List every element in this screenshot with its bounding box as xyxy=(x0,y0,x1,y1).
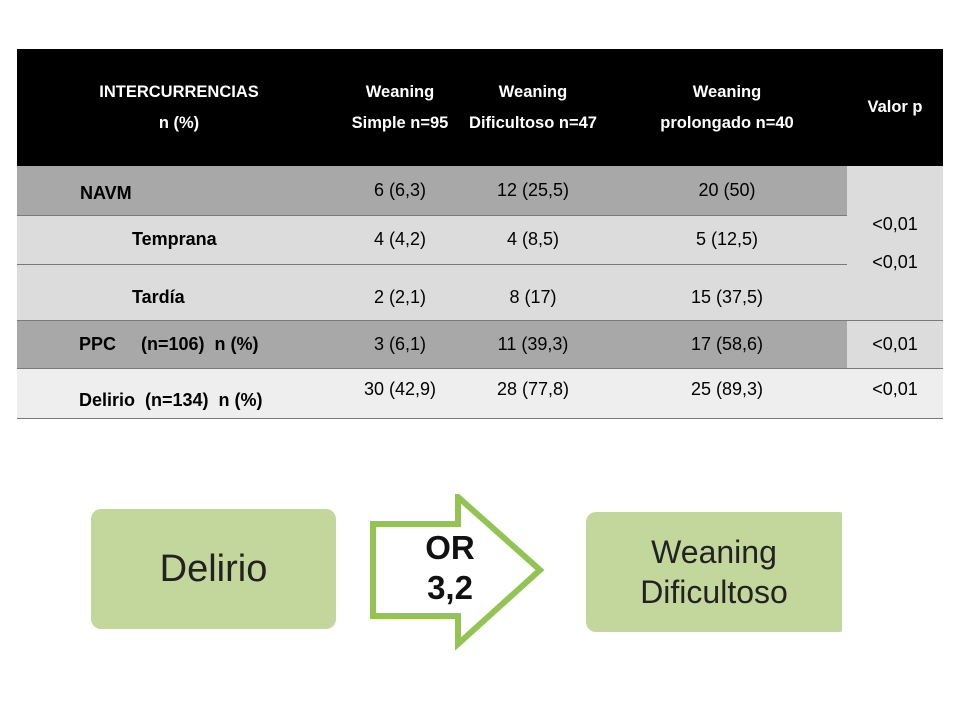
right-arrow-icon xyxy=(370,494,545,651)
row-label: Tardía xyxy=(17,264,341,321)
delirio-box: Delirio xyxy=(91,509,336,629)
header-weaning-dificultoso: Weaning Dificultoso n=47 xyxy=(459,49,607,166)
row-label: PPC (n=106) n (%) xyxy=(17,320,341,369)
row-label: NAVM xyxy=(17,166,341,216)
cell-prolongado: 15 (37,5) xyxy=(607,264,847,321)
weaning-dificultoso-box: Weaning Dificultoso xyxy=(586,512,842,632)
cell-prolongado: 5 (12,5) xyxy=(607,215,847,265)
cell-prolongado: 20 (50) xyxy=(607,166,847,216)
table-row-temprana: Temprana 4 (4,2) 4 (8,5) 5 (12,5) xyxy=(17,215,943,265)
header-valor-p: Valor p xyxy=(847,49,943,166)
header-weaning-prolongado: Weaning prolongado n=40 xyxy=(607,49,847,166)
row-label: Delirio (n=134) n (%) xyxy=(17,368,341,419)
cell-prolongado: 17 (58,6) xyxy=(607,320,847,369)
cell-dificultoso: 28 (77,8) xyxy=(459,368,607,419)
table-header-row: INTERCURRENCIAS n (%) Weaning Simple n=9… xyxy=(17,49,943,166)
cell-simple: 3 (6,1) xyxy=(341,320,459,369)
cell-dificultoso: 8 (17) xyxy=(459,264,607,321)
table-row-navm: NAVM 6 (6,3) 12 (25,5) 20 (50) <0,01 <0,… xyxy=(17,166,943,321)
cell-simple: 4 (4,2) xyxy=(341,215,459,265)
cell-simple: 30 (42,9) xyxy=(341,368,459,419)
row-label: Temprana xyxy=(17,215,341,265)
intercurrencias-table: INTERCURRENCIAS n (%) Weaning Simple n=9… xyxy=(17,49,943,419)
cell-simple: 6 (6,3) xyxy=(341,166,459,216)
cell-valor-p-merged: <0,01 <0,01 xyxy=(847,166,943,321)
header-weaning-simple: Weaning Simple n=95 xyxy=(341,49,459,166)
cell-valor-p: <0,01 xyxy=(847,368,943,419)
cell-valor-p: <0,01 xyxy=(847,320,943,369)
cell-dificultoso: 11 (39,3) xyxy=(459,320,607,369)
cell-simple: 2 (2,1) xyxy=(341,264,459,321)
header-intercurrencias: INTERCURRENCIAS n (%) xyxy=(17,49,341,166)
cell-dificultoso: 4 (8,5) xyxy=(459,215,607,265)
cell-prolongado: 25 (89,3) xyxy=(607,368,847,419)
cell-dificultoso: 12 (25,5) xyxy=(459,166,607,216)
odds-ratio-label: OR 3,2 xyxy=(425,529,475,606)
table-row-tardia: Tardía 2 (2,1) 8 (17) 15 (37,5) xyxy=(17,264,943,321)
table-row-delirio: Delirio (n=134) n (%) 30 (42,9) 28 (77,8… xyxy=(17,368,943,419)
table-row-ppc: PPC (n=106) n (%) 3 (6,1) 11 (39,3) 17 (… xyxy=(17,320,943,369)
